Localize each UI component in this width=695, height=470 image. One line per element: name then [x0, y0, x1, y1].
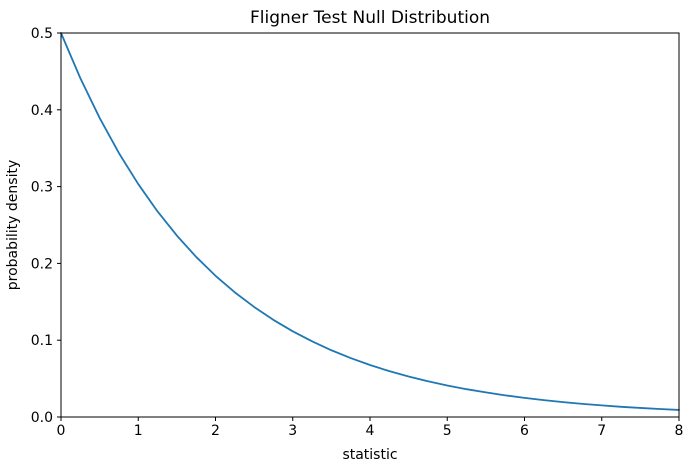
x-tick-label: 4 — [366, 423, 375, 439]
y-tick-label: 0.2 — [31, 256, 53, 272]
x-tick-label: 0 — [57, 423, 66, 439]
y-tick-label: 0.0 — [31, 410, 53, 426]
x-tick-label: 6 — [520, 423, 529, 439]
chart-title: Fligner Test Null Distribution — [250, 8, 490, 28]
y-tick-label: 0.4 — [31, 103, 53, 119]
x-tick-label: 2 — [211, 423, 220, 439]
y-tick-label: 0.1 — [31, 333, 53, 349]
x-tick-label: 1 — [134, 423, 143, 439]
y-axis-label: probability density — [5, 160, 21, 290]
series-line — [60, 32, 680, 411]
x-tick-label: 5 — [443, 423, 452, 439]
x-tick-label: 7 — [597, 423, 606, 439]
y-tick-label: 0.5 — [31, 26, 53, 42]
x-tick-label: 8 — [675, 423, 684, 439]
plot-border — [60, 32, 680, 418]
x-tick-label: 3 — [288, 423, 297, 439]
plot-area: 0 1 2 3 4 5 6 7 8 0.0 0.1 0.2 0.3 0.4 0.5 — [31, 26, 684, 439]
x-axis-label: statistic — [342, 447, 397, 463]
y-tick-label: 0.3 — [31, 180, 53, 196]
